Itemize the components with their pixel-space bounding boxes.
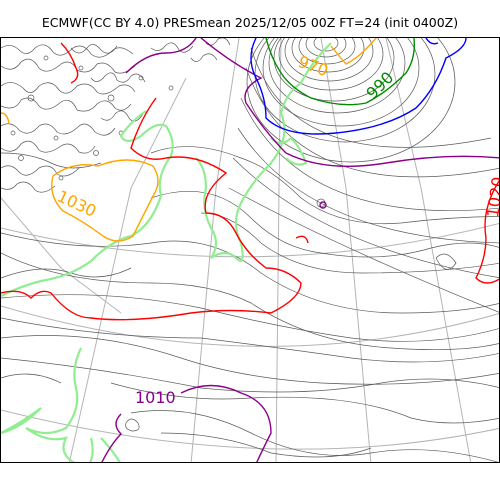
label-990: 990	[362, 68, 397, 103]
isobar-1000	[250, 38, 467, 135]
isobar-1030	[1, 112, 159, 242]
map-canvas: 1030 1010 1020 990 970	[1, 38, 500, 462]
longitude-line	[68, 77, 187, 462]
longitude-line	[275, 38, 282, 462]
coastline-southwest	[1, 407, 42, 435]
graticule	[1, 38, 499, 462]
coastline-south	[25, 347, 94, 462]
label-970: 970	[296, 52, 331, 80]
latitude-line	[1, 305, 499, 347]
longitude-line	[1, 197, 122, 314]
map-title: ECMWF(CC BY 4.0) PRESmean 2025/12/05 00Z…	[41, 15, 459, 30]
label-1010: 1010	[135, 388, 176, 407]
isobar-970	[330, 38, 377, 65]
latitude-line	[1, 409, 499, 450]
low-pressure-isobars	[228, 38, 499, 313]
pressure-map: 1030 1010 1020 990 970	[0, 37, 500, 463]
coastline-islands	[270, 136, 308, 166]
background-isobars	[1, 146, 499, 462]
terrain-noise-isobars	[1, 38, 231, 193]
label-1030: 1030	[54, 186, 99, 220]
longitude-line	[190, 38, 240, 462]
isobar-1020	[1, 42, 499, 321]
longitude-line	[320, 38, 372, 462]
isobar-1010	[101, 38, 499, 462]
coastline-continent	[1, 110, 174, 297]
longitude-line	[385, 38, 472, 462]
label-1020: 1020	[483, 176, 500, 219]
isobar-990	[265, 38, 416, 106]
coastline-island-south	[100, 437, 122, 462]
latitude-line	[1, 222, 499, 258]
